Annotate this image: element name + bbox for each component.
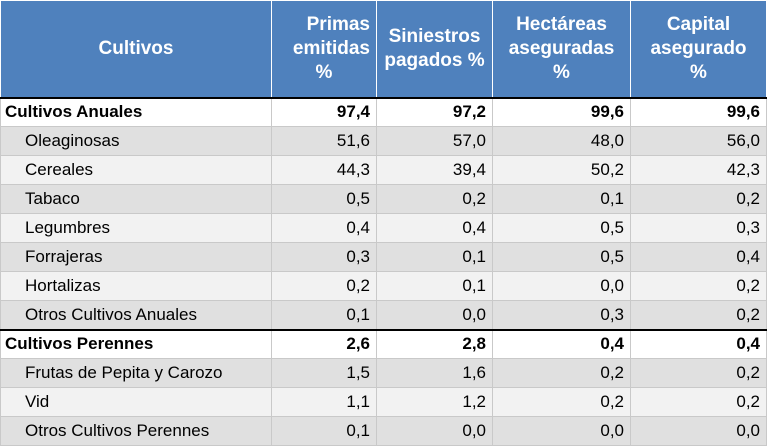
table-row: Tabaco 0,5 0,2 0,1 0,2 xyxy=(0,184,767,214)
row-label: Frutas de Pepita y Carozo xyxy=(0,358,272,388)
row-value: 0,2 xyxy=(630,300,767,330)
row-value: 0,0 xyxy=(376,300,493,330)
row-value: 42,3 xyxy=(630,155,767,185)
row-value: 0,3 xyxy=(492,300,631,330)
row-value: 0,3 xyxy=(630,213,767,243)
row-value: 0,5 xyxy=(271,184,377,214)
row-value: 0,1 xyxy=(271,416,377,446)
row-value: 1,1 xyxy=(271,387,377,417)
row-value: 0,0 xyxy=(376,416,493,446)
row-value: 39,4 xyxy=(376,155,493,185)
table-row: Legumbres 0,4 0,4 0,5 0,3 xyxy=(0,213,767,243)
table-row: Otros Cultivos Perennes 0,1 0,0 0,0 0,0 xyxy=(0,416,767,446)
row-value: 0,1 xyxy=(376,242,493,272)
row-value: 0,0 xyxy=(492,271,631,301)
table-row: Oleaginosas 51,6 57,0 48,0 56,0 xyxy=(0,126,767,156)
subtotal-row: Cultivos Perennes 2,6 2,8 0,4 0,4 xyxy=(0,328,767,359)
row-value: 57,0 xyxy=(376,126,493,156)
row-value: 48,0 xyxy=(492,126,631,156)
row-value: 2,8 xyxy=(376,328,493,359)
table-row: Otros Cultivos Anuales 0,1 0,0 0,3 0,2 xyxy=(0,300,767,330)
row-value: 44,3 xyxy=(271,155,377,185)
row-value: 97,2 xyxy=(376,96,493,127)
header-row: Cultivos Primas emitidas % Siniestros pa… xyxy=(0,0,767,98)
row-value: 0,0 xyxy=(630,416,767,446)
row-value: 0,4 xyxy=(492,328,631,359)
row-label: Hortalizas xyxy=(0,271,272,301)
row-value: 0,2 xyxy=(630,184,767,214)
row-value: 56,0 xyxy=(630,126,767,156)
row-value: 1,5 xyxy=(271,358,377,388)
table-row: Forrajeras 0,3 0,1 0,5 0,4 xyxy=(0,242,767,272)
row-value: 0,1 xyxy=(376,271,493,301)
header-siniestros: Siniestros pagados % xyxy=(376,0,493,98)
table-row: Frutas de Pepita y Carozo 1,5 1,6 0,2 0,2 xyxy=(0,358,767,388)
row-value: 0,4 xyxy=(376,213,493,243)
row-value: 0,4 xyxy=(630,242,767,272)
row-value: 97,4 xyxy=(271,96,377,127)
row-label: Vid xyxy=(0,387,272,417)
header-cultivos: Cultivos xyxy=(0,0,272,98)
table-row: Hortalizas 0,2 0,1 0,0 0,2 xyxy=(0,271,767,301)
row-label: Cereales xyxy=(0,155,272,185)
row-value: 0,2 xyxy=(630,358,767,388)
row-label: Otros Cultivos Perennes xyxy=(0,416,272,446)
row-value: 0,5 xyxy=(492,242,631,272)
row-value: 0,0 xyxy=(492,416,631,446)
row-value: 1,6 xyxy=(376,358,493,388)
row-value: 99,6 xyxy=(630,96,767,127)
row-value: 0,2 xyxy=(630,271,767,301)
row-value: 0,3 xyxy=(271,242,377,272)
header-hectareas: Hectáreas aseguradas % xyxy=(492,0,631,98)
table-body: Cultivos Anuales 97,4 97,2 99,6 99,6 Oleagino… xyxy=(0,96,767,446)
row-label: Legumbres xyxy=(0,213,272,243)
row-value: 0,2 xyxy=(492,358,631,388)
row-value: 99,6 xyxy=(492,96,631,127)
row-label: Tabaco xyxy=(0,184,272,214)
row-value: 0,2 xyxy=(630,387,767,417)
row-value: 50,2 xyxy=(492,155,631,185)
row-label: Cultivos Perennes xyxy=(0,328,272,359)
subtotal-row: Cultivos Anuales 97,4 97,2 99,6 99,6 xyxy=(0,96,767,127)
row-value: 0,4 xyxy=(630,328,767,359)
row-value: 0,5 xyxy=(492,213,631,243)
table-row: Vid 1,1 1,2 0,2 0,2 xyxy=(0,387,767,417)
header-capital: Capital asegurado % xyxy=(630,0,767,98)
table-row: Cereales 44,3 39,4 50,2 42,3 xyxy=(0,155,767,185)
row-label: Otros Cultivos Anuales xyxy=(0,300,272,330)
row-value: 51,6 xyxy=(271,126,377,156)
row-value: 2,6 xyxy=(271,328,377,359)
row-label: Forrajeras xyxy=(0,242,272,272)
row-value: 0,2 xyxy=(271,271,377,301)
row-label: Cultivos Anuales xyxy=(0,96,272,127)
row-value: 0,1 xyxy=(492,184,631,214)
row-value: 0,2 xyxy=(376,184,493,214)
row-label: Oleaginosas xyxy=(0,126,272,156)
row-value: 0,2 xyxy=(492,387,631,417)
header-primas: Primas emitidas % xyxy=(271,0,377,98)
row-value: 1,2 xyxy=(376,387,493,417)
row-value: 0,4 xyxy=(271,213,377,243)
row-value: 0,1 xyxy=(271,300,377,330)
